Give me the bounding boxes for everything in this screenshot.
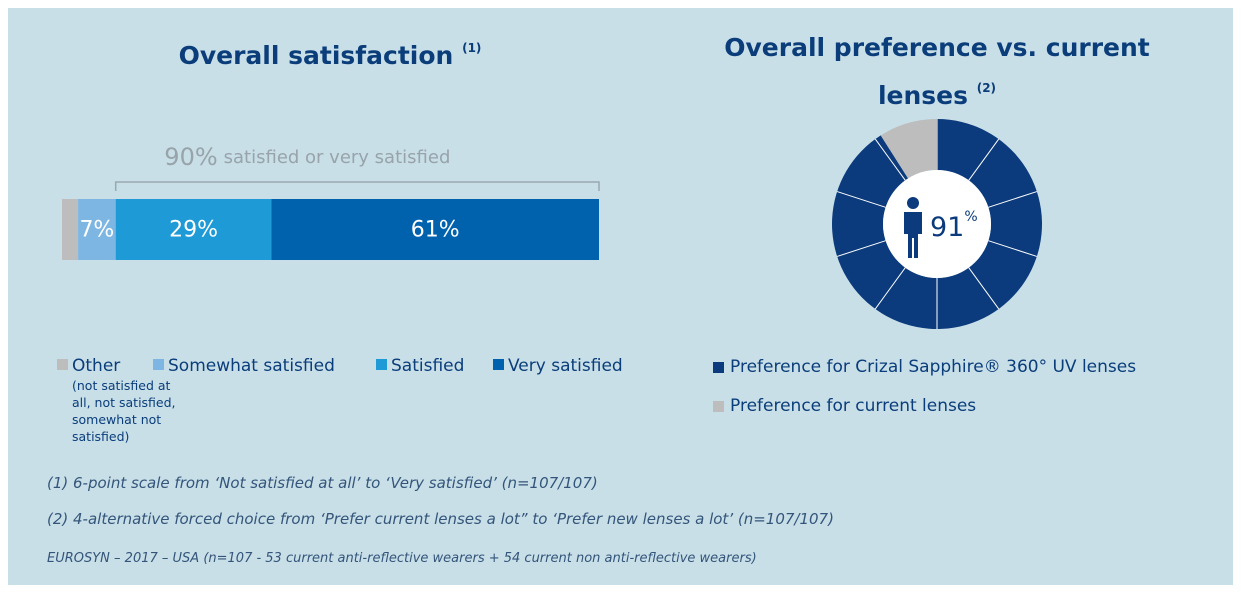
value-label: 7% xyxy=(79,218,114,243)
center-value: 91 xyxy=(930,212,964,243)
legend-label: Other xyxy=(72,356,120,376)
title-text: Overall preference vs. current lenses xyxy=(724,33,1150,110)
source: EUROSYN – 2017 – USA (n=107 - 53 current… xyxy=(47,551,757,566)
footnote: (2) 4-alternative forced choice from ‘Pr… xyxy=(47,510,834,528)
bracket xyxy=(114,181,600,191)
value-label: 61% xyxy=(411,218,460,243)
icon-body xyxy=(904,212,922,258)
segment-divider xyxy=(874,267,906,310)
bar-segment xyxy=(62,199,79,260)
segment-divider xyxy=(968,267,1000,310)
legend-label: Preference for current lenses xyxy=(730,396,976,416)
legend-marker xyxy=(376,359,387,370)
chart-title: Overall preference vs. current lenses (2… xyxy=(697,28,1177,116)
donut-slice xyxy=(880,119,937,179)
legend-label: Very satisfied xyxy=(508,356,623,376)
segment-divider xyxy=(988,240,1038,257)
legend-label: Somewhat satisfied xyxy=(168,356,335,376)
legend-marker xyxy=(493,359,504,370)
legend-note: (not satisfied at all, not satisfied, so… xyxy=(72,378,176,444)
legend-marker xyxy=(713,401,724,412)
segment-divider xyxy=(836,191,886,208)
annotation: 90% satisfied or very satisfied xyxy=(164,143,450,171)
annotation-text: satisfied or very satisfied xyxy=(224,147,451,168)
legend-marker xyxy=(153,359,164,370)
segment-divider xyxy=(836,240,886,257)
annotation-value: 90% xyxy=(164,143,217,171)
legend-label: Preference for Crizal Sapphire® 360° UV … xyxy=(730,357,1136,377)
person-icon xyxy=(904,197,922,258)
panel xyxy=(8,8,1233,585)
icon-head xyxy=(907,197,919,209)
donut-slice xyxy=(832,119,1042,330)
center-label: 91% xyxy=(930,209,978,243)
title-text: Overall satisfaction xyxy=(178,41,454,70)
segment-divider xyxy=(988,191,1038,208)
title-note: (1) xyxy=(462,41,482,55)
bar-segment xyxy=(115,199,272,260)
segment-divider xyxy=(874,138,906,181)
segment-divider xyxy=(968,138,1000,181)
chart-title: Overall satisfaction (1) xyxy=(80,28,580,76)
bar-segment xyxy=(78,199,116,260)
value-label: 29% xyxy=(169,218,218,243)
legend-marker xyxy=(57,359,68,370)
title-note: (2) xyxy=(976,81,997,95)
legend-marker xyxy=(713,362,724,373)
center-unit: % xyxy=(964,209,977,225)
bar-segment xyxy=(271,199,599,260)
footnote: (1) 6-point scale from ‘Not satisfied at… xyxy=(47,474,598,492)
legend-label: Satisfied xyxy=(391,356,464,376)
